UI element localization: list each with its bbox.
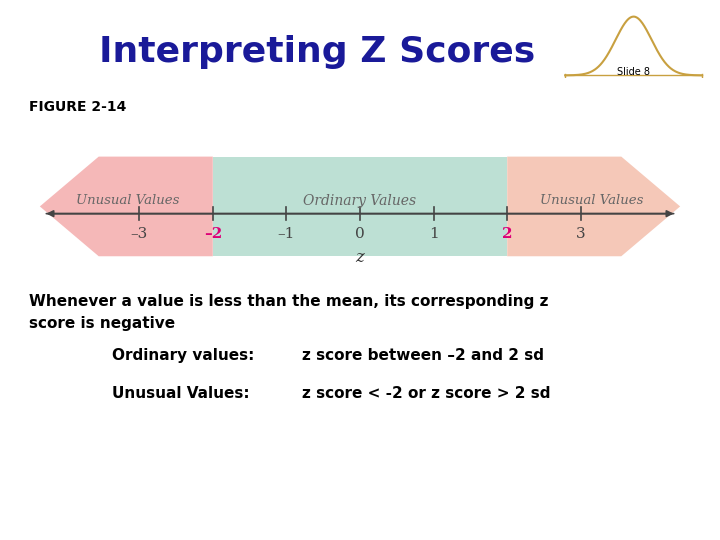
Text: Whenever a value is less than the mean, its corresponding z: Whenever a value is less than the mean, … [29,294,549,309]
Text: z score between –2 and 2 sd: z score between –2 and 2 sd [302,348,544,363]
Text: Unusual Values: Unusual Values [76,194,180,207]
Text: z score < -2 or z score > 2 sd: z score < -2 or z score > 2 sd [302,386,551,401]
Text: 3: 3 [576,227,585,241]
Text: z: z [356,249,364,266]
Text: Interpreting Z Scores: Interpreting Z Scores [99,35,535,69]
Polygon shape [40,157,213,256]
Text: Ordinary values:: Ordinary values: [112,348,254,363]
Text: FIGURE 2-14: FIGURE 2-14 [29,100,126,114]
Text: Ordinary Values: Ordinary Values [303,194,417,208]
Text: 0: 0 [355,227,365,241]
Text: score is negative: score is negative [29,316,175,331]
Text: Unusual Values: Unusual Values [540,194,644,207]
Text: Slide 8: Slide 8 [617,67,650,77]
Text: 1: 1 [428,227,438,241]
Text: –3: –3 [130,227,148,241]
Polygon shape [507,157,680,256]
Text: –1: –1 [278,227,295,241]
Text: Unusual Values:: Unusual Values: [112,386,249,401]
Text: –2: –2 [204,227,222,241]
Text: 2: 2 [502,227,513,241]
FancyBboxPatch shape [213,157,507,256]
